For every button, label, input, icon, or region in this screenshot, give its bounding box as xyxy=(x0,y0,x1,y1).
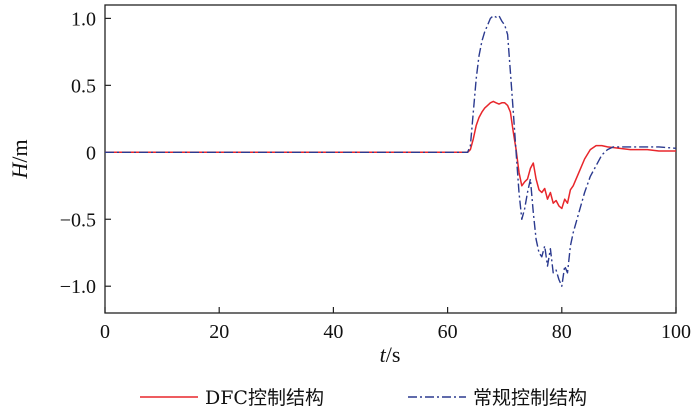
legend-label-conventional: 常规控制结构 xyxy=(473,387,587,409)
x-axis-title: t/s xyxy=(380,342,401,367)
y-tick-label: −0.5 xyxy=(60,209,96,231)
series-line-dfc xyxy=(105,100,676,210)
y-tick-label: 0.5 xyxy=(71,75,96,97)
series-layer xyxy=(105,14,677,287)
y-tick-label: −1.0 xyxy=(60,276,96,298)
legend-label-dfc: DFC控制结构 xyxy=(205,387,324,409)
x-tick-label: 60 xyxy=(438,321,458,343)
y-tick-label: 1.0 xyxy=(71,8,96,30)
y-axis-title: H/m xyxy=(7,139,32,179)
x-tick-label: 40 xyxy=(323,321,343,343)
plot-area xyxy=(104,4,677,314)
series-line-conventional xyxy=(105,14,677,287)
x-tick-label: 100 xyxy=(661,321,691,343)
y-tick-label: 0 xyxy=(86,142,96,164)
legend: DFC控制结构 常规控制结构 xyxy=(140,387,587,409)
x-tick-label: 0 xyxy=(100,321,110,343)
plot-frame xyxy=(104,4,677,314)
x-tick-label: 80 xyxy=(552,321,572,343)
x-tick-label: 20 xyxy=(209,321,229,343)
ticks: 0 20 40 60 80 100 1.0 0.5 0 −0.5 −1.0 xyxy=(60,8,691,343)
